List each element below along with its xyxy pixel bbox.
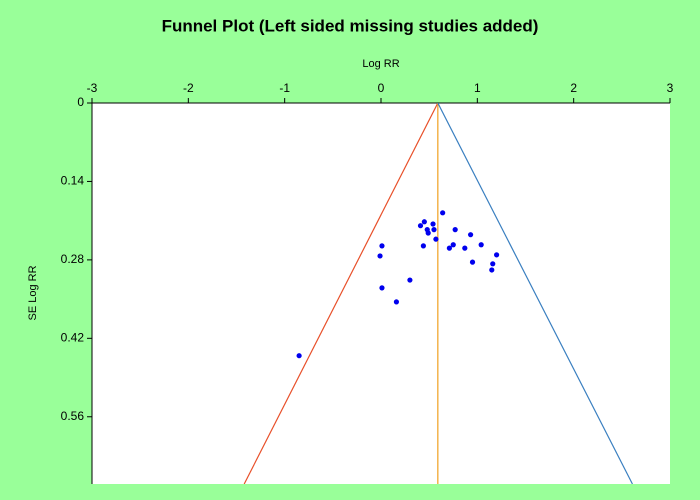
point <box>417 223 424 229</box>
point <box>433 236 439 242</box>
point <box>421 219 427 225</box>
y-tick-label: 0.14 <box>61 174 85 188</box>
point <box>430 221 436 227</box>
chart-title: Funnel Plot (Left sided missing studies … <box>162 16 539 35</box>
point <box>446 245 452 251</box>
point <box>393 299 400 305</box>
point <box>469 259 476 265</box>
point <box>452 227 458 233</box>
x-axis-label: Log RR <box>362 58 399 70</box>
point <box>450 242 456 248</box>
point <box>379 285 385 291</box>
point <box>377 253 383 259</box>
point <box>425 230 431 236</box>
y-axis-label: SE Log RR <box>27 265 39 320</box>
point <box>462 245 468 251</box>
x-tick-label: -3 <box>87 81 98 95</box>
funnel-line <box>243 103 439 484</box>
x-tick-label: 1 <box>474 81 481 95</box>
point <box>407 277 413 283</box>
y-tick-label: 0.28 <box>61 252 85 266</box>
point <box>296 353 302 359</box>
y-tick-label: 0.42 <box>61 330 85 344</box>
point <box>431 227 437 233</box>
x-tick-label: 0 <box>378 81 385 95</box>
x-tick-label: -2 <box>183 81 194 95</box>
point <box>490 261 496 267</box>
point <box>440 210 446 216</box>
x-tick-label: 2 <box>570 81 577 95</box>
point <box>489 267 495 273</box>
y-tick-label: 0.56 <box>61 409 85 423</box>
plot-area <box>92 103 670 484</box>
point <box>379 243 385 249</box>
point <box>467 232 474 238</box>
x-tick-label: -1 <box>279 81 290 95</box>
y-tick-label: 0 <box>77 95 84 109</box>
funnel-line <box>437 103 633 484</box>
point <box>478 242 484 248</box>
point <box>494 252 500 258</box>
point <box>420 243 426 249</box>
x-tick-label: 3 <box>667 81 674 95</box>
